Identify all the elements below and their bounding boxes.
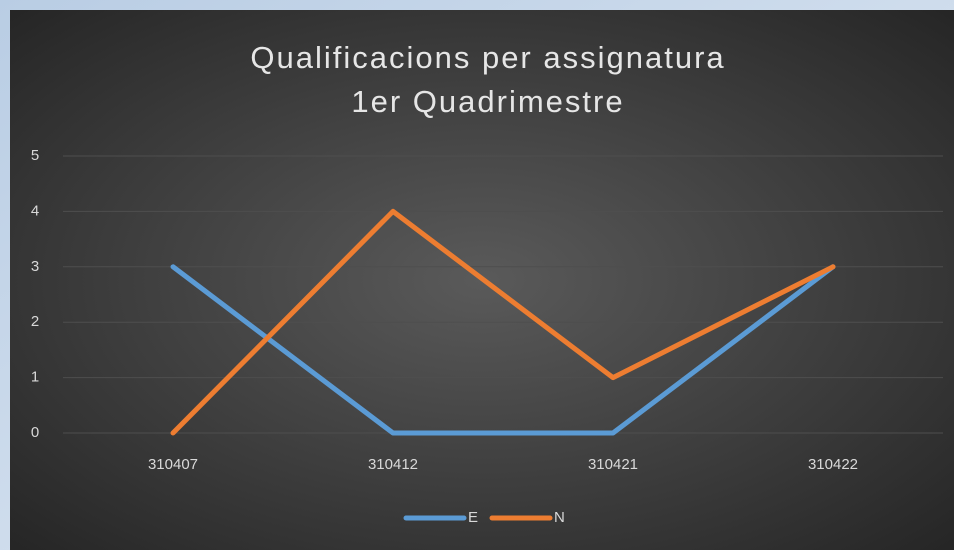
legend-label: E xyxy=(468,509,478,526)
y-tick-label: 3 xyxy=(31,258,39,275)
chart-subtitle: 1er Quadrimestre xyxy=(351,84,624,119)
y-tick-label: 4 xyxy=(31,202,39,219)
series-line xyxy=(170,264,836,436)
y-tick-label: 0 xyxy=(31,424,39,441)
y-tick-label: 5 xyxy=(31,147,39,164)
legend-label: N xyxy=(554,509,565,526)
series-line xyxy=(170,208,836,436)
chart-title: Qualificacions per assignatura xyxy=(250,40,725,75)
x-tick-label: 310422 xyxy=(808,456,858,473)
x-tick-label: 310412 xyxy=(368,456,418,473)
x-tick-label: 310407 xyxy=(148,456,198,473)
y-tick-label: 2 xyxy=(31,313,39,330)
y-tick-label: 1 xyxy=(31,369,39,386)
x-tick-label: 310421 xyxy=(588,456,638,473)
